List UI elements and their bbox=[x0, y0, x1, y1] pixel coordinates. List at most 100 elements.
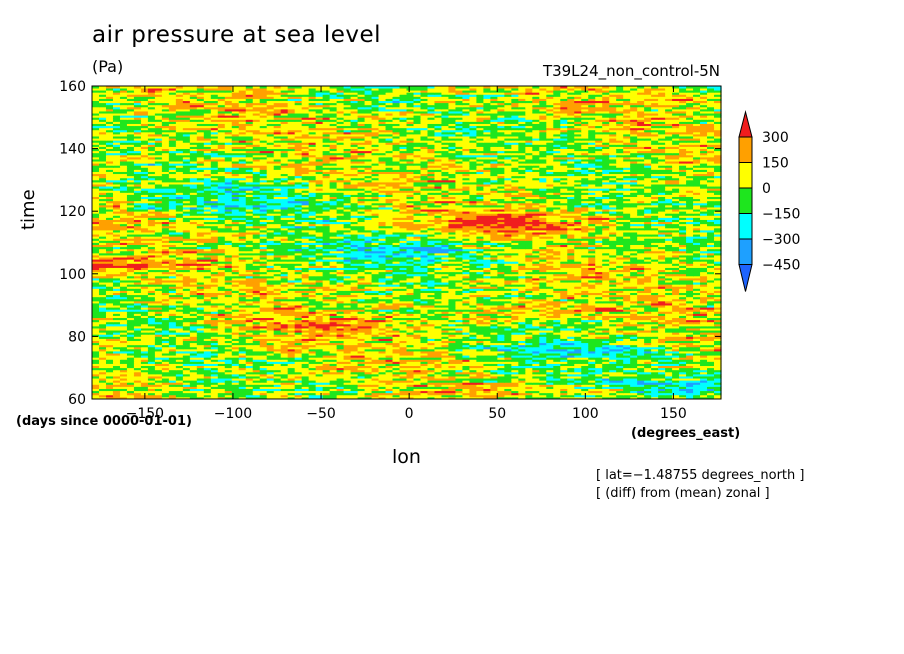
heatmap-cell bbox=[441, 363, 450, 367]
heatmap-cell bbox=[294, 315, 303, 319]
heatmap-cell bbox=[329, 303, 338, 306]
heatmap-cell bbox=[126, 367, 135, 371]
heatmap-cell bbox=[119, 386, 128, 389]
heatmap-cell bbox=[672, 390, 680, 394]
heatmap-cell bbox=[434, 378, 443, 381]
heatmap-cell bbox=[92, 317, 100, 321]
heatmap-cell bbox=[434, 363, 443, 367]
heatmap-cell bbox=[602, 332, 610, 335]
heatmap-cell bbox=[434, 330, 443, 333]
heatmap-cell bbox=[679, 351, 687, 354]
heatmap-cell bbox=[714, 392, 722, 396]
heatmap-cell bbox=[301, 311, 310, 314]
heatmap-cell bbox=[637, 321, 645, 325]
heatmap-cell bbox=[679, 359, 687, 362]
heatmap-cell bbox=[714, 396, 722, 400]
heatmap-cell bbox=[476, 351, 484, 354]
heatmap-cell bbox=[266, 334, 275, 337]
heatmap-cell bbox=[154, 311, 163, 314]
heatmap-cell bbox=[665, 359, 673, 362]
heatmap-cell bbox=[602, 353, 610, 356]
heatmap-cell bbox=[203, 325, 212, 329]
heatmap-cell bbox=[231, 315, 240, 319]
heatmap-cell bbox=[658, 348, 666, 352]
heatmap-cell bbox=[364, 394, 373, 398]
heatmap-cell bbox=[546, 357, 554, 360]
heatmap-cell bbox=[546, 392, 554, 396]
heatmap-cell bbox=[308, 340, 317, 344]
heatmap-cell bbox=[511, 353, 519, 356]
heatmap-cell bbox=[616, 338, 624, 341]
heatmap-cell bbox=[315, 311, 324, 314]
heatmap-cell bbox=[483, 315, 491, 319]
heatmap-cell bbox=[637, 338, 645, 341]
heatmap-cell bbox=[434, 315, 443, 319]
heatmap-cell bbox=[350, 303, 359, 306]
heatmap-cell bbox=[378, 361, 387, 364]
heatmap-cell bbox=[301, 380, 310, 383]
heatmap-cell bbox=[588, 336, 596, 339]
heatmap-cell bbox=[273, 394, 282, 398]
heatmap-cell bbox=[238, 319, 247, 323]
heatmap-cell bbox=[532, 344, 540, 348]
heatmap-cell bbox=[343, 342, 352, 346]
heatmap-cell bbox=[518, 371, 526, 375]
heatmap-cell bbox=[147, 332, 156, 335]
heatmap-cell bbox=[224, 394, 233, 398]
heatmap-cell bbox=[413, 332, 422, 335]
heatmap-cell bbox=[105, 305, 114, 308]
heatmap-cell bbox=[154, 340, 163, 344]
heatmap-cell bbox=[644, 328, 652, 331]
heatmap-cell bbox=[420, 390, 429, 394]
heatmap-cell bbox=[203, 357, 212, 360]
heatmap-cell bbox=[665, 361, 673, 364]
heatmap-cell bbox=[693, 380, 701, 383]
heatmap-cell bbox=[280, 376, 289, 379]
heatmap-cell bbox=[546, 330, 554, 333]
heatmap-cell bbox=[182, 351, 191, 354]
heatmap-cell bbox=[273, 334, 282, 337]
heatmap-cell bbox=[588, 392, 596, 396]
heatmap-cell bbox=[525, 309, 533, 312]
heatmap-cell bbox=[567, 309, 575, 312]
heatmap-cell bbox=[616, 369, 624, 373]
heatmap-cell bbox=[483, 392, 491, 396]
heatmap-cell bbox=[630, 315, 638, 319]
heatmap-cell bbox=[588, 380, 596, 383]
heatmap-cell bbox=[406, 309, 415, 312]
heatmap-cell bbox=[378, 303, 387, 306]
heatmap-cell bbox=[588, 323, 596, 327]
heatmap-cell bbox=[385, 332, 394, 335]
heatmap-cell bbox=[231, 351, 240, 354]
heatmap-cell bbox=[644, 394, 652, 398]
heatmap-cell bbox=[490, 373, 498, 377]
heatmap-cell bbox=[238, 376, 247, 379]
heatmap-cell bbox=[483, 307, 491, 310]
heatmap-cell bbox=[476, 321, 484, 325]
heatmap-cell bbox=[245, 307, 254, 310]
heatmap-cell bbox=[679, 388, 687, 392]
heatmap-cell bbox=[385, 338, 394, 341]
heatmap-cell bbox=[567, 303, 575, 306]
heatmap-cell bbox=[343, 328, 352, 331]
heatmap-cell bbox=[301, 359, 310, 362]
heatmap-cell bbox=[161, 373, 170, 377]
heatmap-cell bbox=[420, 334, 429, 337]
heatmap-cell bbox=[497, 386, 505, 389]
heatmap-cell bbox=[168, 355, 177, 358]
heatmap-cell bbox=[483, 340, 491, 344]
heatmap-cell bbox=[588, 396, 596, 400]
heatmap-cell bbox=[126, 365, 135, 369]
heatmap-cell bbox=[175, 365, 184, 369]
heatmap-cell bbox=[92, 369, 100, 373]
heatmap-cell bbox=[413, 353, 422, 356]
heatmap-cell bbox=[287, 317, 296, 321]
heatmap-cell bbox=[630, 344, 638, 348]
heatmap-cell bbox=[147, 305, 156, 308]
heatmap-cell bbox=[301, 351, 310, 354]
heatmap-cell bbox=[210, 384, 219, 387]
heatmap-cell bbox=[105, 376, 114, 379]
heatmap-cell bbox=[203, 342, 212, 346]
heatmap-cell bbox=[252, 313, 261, 316]
heatmap-cell bbox=[686, 369, 694, 373]
